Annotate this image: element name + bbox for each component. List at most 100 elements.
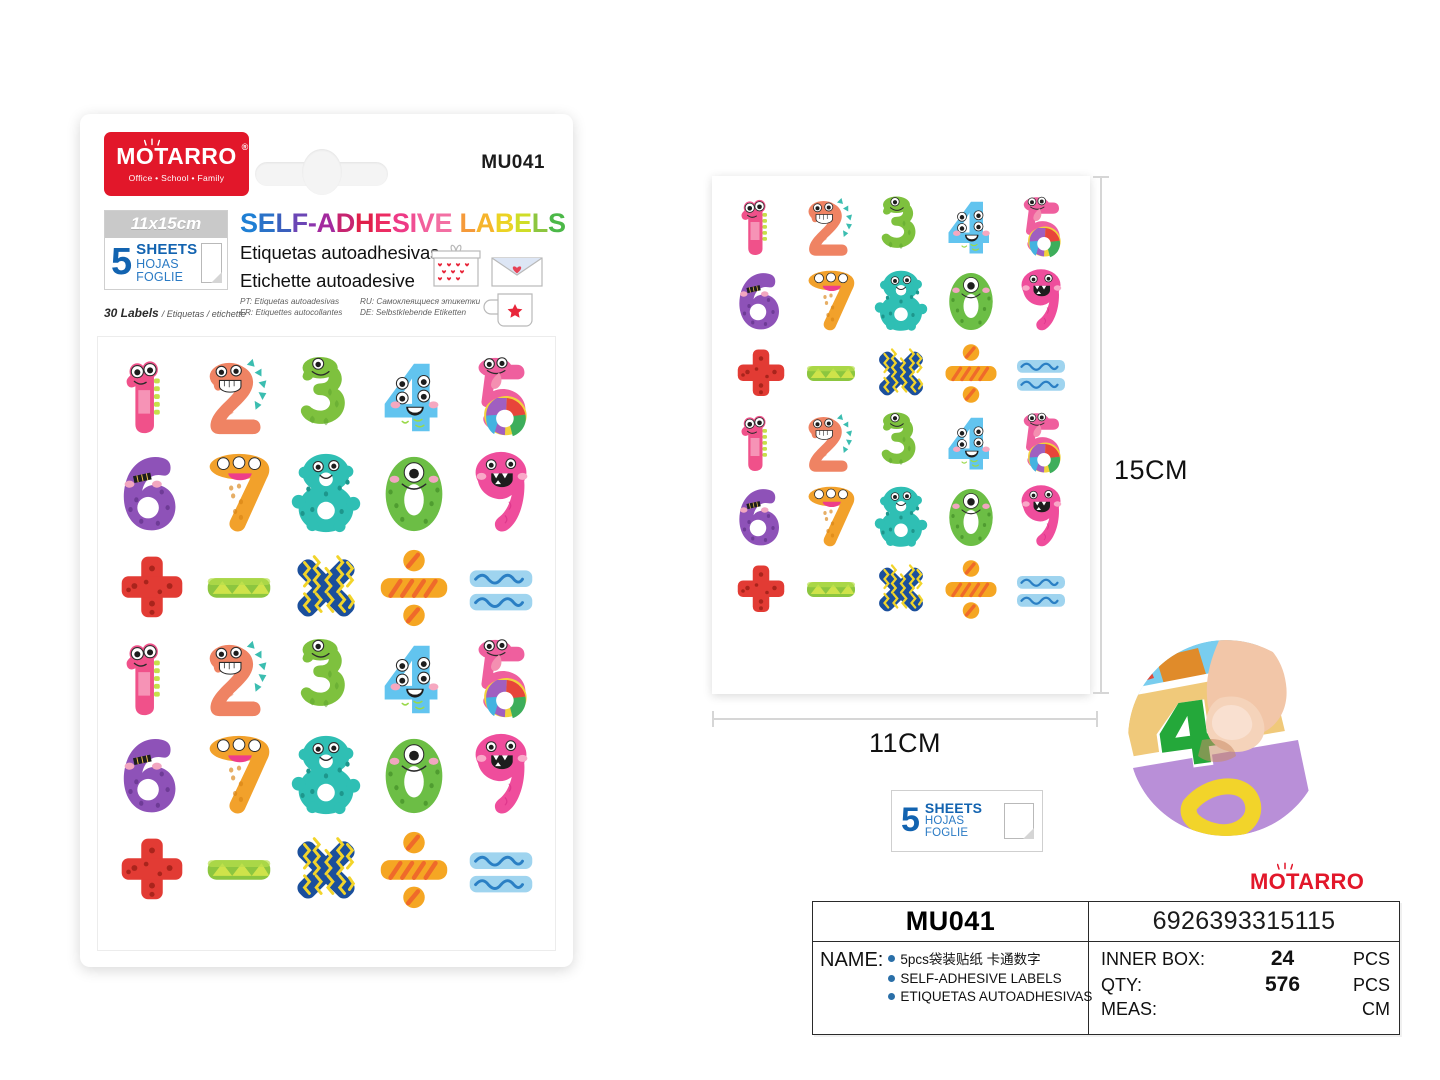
- sticker-7: [796, 264, 866, 336]
- title-letter-15: A: [475, 208, 496, 238]
- sticker-1: [726, 192, 796, 264]
- sticker-7: [195, 727, 282, 821]
- sticker-equals: [458, 821, 545, 915]
- sticker-divide: [936, 552, 1006, 624]
- name-item-text: ETIQUETAS AUTOADHESIVAS: [900, 989, 1093, 1004]
- title-letter-12: E: [434, 208, 453, 238]
- name-item: SELF-ADHESIVE LABELS: [888, 971, 1092, 986]
- name-item: ETIQUETAS AUTOADHESIVAS: [888, 989, 1092, 1004]
- height-dimension-line: [1100, 176, 1102, 694]
- bottom-brand-logo: MOTARRO: [1250, 862, 1364, 895]
- sticker-2: [195, 351, 282, 445]
- decorative-usage-icons: [428, 238, 548, 328]
- title-letter-17: E: [514, 208, 532, 238]
- sticker-multiply: [866, 552, 936, 624]
- title-letter-2: L: [275, 208, 292, 238]
- sticker-plus: [108, 821, 195, 915]
- sticker-8: [866, 480, 936, 552]
- sticker-divide: [936, 336, 1006, 408]
- sticker-0: [936, 480, 1006, 552]
- sticker-equals: [1006, 336, 1076, 408]
- sticker-plus: [726, 552, 796, 624]
- title-letter-11: V: [416, 208, 435, 238]
- subtitle-spanish: Etiquetas autoadhesivas: [240, 242, 440, 263]
- sticker-divide: [370, 539, 457, 633]
- sticker-9: [458, 727, 545, 821]
- sticker-9: [1006, 480, 1076, 552]
- sticker-minus: [195, 821, 282, 915]
- title-letter-18: L: [531, 208, 549, 238]
- spec-unit: CM: [1362, 999, 1390, 1019]
- title-letter-3: F: [291, 208, 309, 238]
- spec-unit: PCS: [1352, 949, 1390, 969]
- sticker-6: [108, 727, 195, 821]
- spec-row: INNER BOX: 24 PCS: [1101, 947, 1390, 971]
- labels-count-translations: / Etiquetas / etichette: [161, 309, 246, 319]
- sticker-minus: [195, 539, 282, 633]
- sticker-6: [108, 445, 195, 539]
- sheets-badge-count: 5: [901, 800, 920, 839]
- title-letter-4: -: [307, 208, 317, 238]
- sheet-count-number: 5: [111, 241, 133, 284]
- name-item-text: 5pcs袋装贴纸 卡通数字: [900, 952, 1041, 967]
- spec-row: MEAS: CM: [1101, 999, 1390, 1020]
- brand-name-text: MOTARRO: [116, 143, 237, 169]
- mug-icon: [483, 293, 533, 327]
- title-letter-10: I: [409, 208, 418, 238]
- hand-peeling-sticker-photo: [1128, 640, 1324, 836]
- sunburst-icon-bottom: [1277, 862, 1293, 870]
- lang-fr: FR: Etiquettes autocollantes: [240, 308, 343, 317]
- spec-value: 576: [1264, 973, 1301, 996]
- spec-key: MEAS:: [1101, 999, 1158, 1019]
- title-letter-9: S: [391, 208, 410, 238]
- sticker-divide: [370, 821, 457, 915]
- sheets-label-es: HOJAS: [136, 256, 179, 271]
- title-letter-6: D: [335, 208, 356, 238]
- sku-code: MU041: [481, 152, 545, 173]
- title-letter-7: H: [354, 208, 375, 238]
- width-dimension-line: [712, 718, 1098, 720]
- bullet-icon: [888, 954, 896, 962]
- info-spec-cell: INNER BOX: 24 PCS QTY: 576 PCS MEAS: CM: [1089, 942, 1399, 1034]
- info-code-cell: MU041: [813, 902, 1089, 941]
- sticker-5: [458, 633, 545, 727]
- product-package-card: MOTARRO ® Office • School • Family MU041…: [80, 114, 573, 967]
- sticker-3: [283, 633, 370, 727]
- sticker-9: [1006, 264, 1076, 336]
- sticker-0: [936, 264, 1006, 336]
- sticker-minus: [796, 552, 866, 624]
- sheets-badge-en: SHEETS: [924, 800, 983, 817]
- sticker-2: [796, 192, 866, 264]
- barcode-number-cell: 6926393315115: [1152, 907, 1336, 935]
- labels-count: 30 Labels / Etiquetas / etichette: [104, 306, 246, 320]
- lang-ru: RU: Самоклеящиеся этикетки: [360, 297, 481, 306]
- sheets-label-en: SHEETS: [136, 241, 198, 258]
- sticker-4: [936, 192, 1006, 264]
- size-sheets-badge: 11x15cm 5 SHEETS HOJAS FOGLIE: [104, 210, 228, 290]
- title-letter-16: B: [494, 208, 515, 238]
- sticker-grid: [108, 351, 545, 915]
- sheets-badge-page-icon: [1004, 802, 1034, 839]
- height-dimension-cap-top: [1093, 176, 1109, 178]
- sticker-1: [726, 408, 796, 480]
- name-label: NAME:: [820, 949, 884, 971]
- sunburst-icon: [144, 138, 161, 146]
- spec-value: 24: [1270, 947, 1295, 970]
- sticker-0: [370, 727, 457, 821]
- sheet-page-icon: [201, 242, 222, 283]
- sticker-3: [283, 351, 370, 445]
- sticker-sheet-front: [97, 336, 556, 951]
- title-letter-14: L: [459, 208, 476, 238]
- spec-row: QTY: 576 PCS: [1101, 973, 1390, 997]
- sticker-9: [458, 445, 545, 539]
- brand-wordmark: MOTARRO ®: [116, 138, 248, 169]
- sticker-1: [108, 351, 195, 445]
- sticker-grid-detail: [726, 192, 1076, 624]
- sticker-8: [283, 727, 370, 821]
- sticker-4: [936, 408, 1006, 480]
- sheets-badge-secondary: 5 SHEETS HOJAS FOGLIE: [891, 790, 1043, 852]
- spec-unit: PCS: [1352, 975, 1390, 995]
- spec-key: QTY:: [1101, 975, 1143, 995]
- sticker-6: [726, 264, 796, 336]
- sticker-0: [370, 445, 457, 539]
